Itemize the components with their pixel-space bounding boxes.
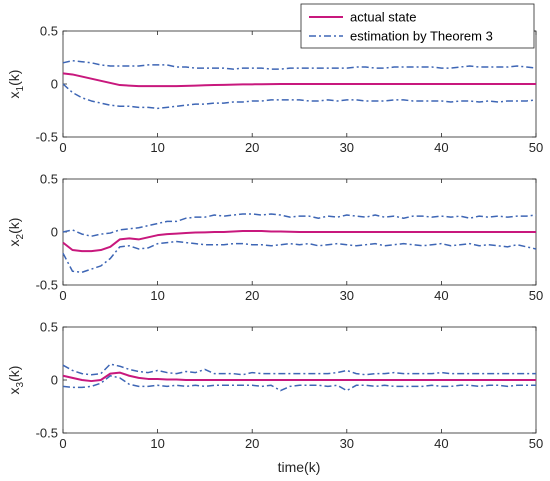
y-tick-label: 0: [51, 77, 58, 92]
y-tick-label: -0.5: [36, 426, 58, 441]
x-tick-label: 50: [529, 288, 543, 303]
x-tick-label: 40: [434, 140, 448, 155]
x-tick-label: 40: [434, 288, 448, 303]
y-axis-label: x3(k): [6, 366, 26, 395]
estimation-lower-bound-line: [62, 375, 536, 392]
subplot-3: 0 10 20 30 40 50-0.500.5x3(k): [6, 320, 543, 452]
estimation-lower-bound-line: [62, 240, 537, 274]
x-tick-label: 20: [245, 140, 259, 155]
y-tick-label: -0.5: [36, 130, 58, 145]
legend-label: estimation by Theorem 3: [350, 29, 493, 44]
x-tick-label: 50: [529, 436, 543, 451]
legend-box: [300, 3, 535, 49]
estimation-lower-bound-line: [62, 83, 537, 110]
subplots: 0 10 20 30 40 50-0.500.5x1(k)0 10 20 30 40 50-0.50…: [6, 24, 543, 452]
subplot-1: 0 10 20 30 40 50-0.500.5x1(k): [6, 24, 543, 156]
y-axis-label: x2(k): [6, 218, 26, 247]
x-tick-label: 20: [245, 288, 259, 303]
y-tick-label: 0: [51, 373, 58, 388]
x-tick-label: 30: [340, 436, 354, 451]
x-tick-label: 50: [529, 140, 543, 155]
y-tick-label: 0.5: [40, 320, 58, 335]
y-tick-label: -0.5: [36, 278, 58, 293]
x-axis-label: time(k): [278, 459, 321, 475]
y-tick-label: 0: [51, 225, 58, 240]
legend: actual state estimation by Theorem 3: [300, 3, 535, 49]
estimation-upper-bound-line: [62, 59, 537, 70]
x-tick-label: 0: [59, 288, 66, 303]
x-tick-label: 10: [150, 288, 164, 303]
y-tick-label: 0.5: [40, 172, 58, 187]
legend-label: actual state: [350, 10, 417, 25]
estimation-upper-bound-line: [62, 363, 536, 376]
x-tick-label: 40: [434, 436, 448, 451]
y-tick-label: 0.5: [40, 24, 58, 39]
x-tick-label: 30: [340, 140, 354, 155]
actual-state-line: [62, 72, 536, 88]
subplot-2: 0 10 20 30 40 50-0.500.5x2(k): [6, 172, 543, 304]
x-tick-label: 30: [340, 288, 354, 303]
y-axis-label: x1(k): [6, 70, 26, 99]
x-tick-label: 0: [59, 436, 66, 451]
x-tick-label: 10: [150, 436, 164, 451]
actual-state-line: [62, 229, 536, 253]
x-tick-label: 0: [59, 140, 66, 155]
estimation-upper-bound-line: [62, 213, 537, 237]
actual-state-line: [62, 371, 536, 383]
x-tick-label: 20: [245, 436, 259, 451]
x-tick-label: 10: [150, 140, 164, 155]
